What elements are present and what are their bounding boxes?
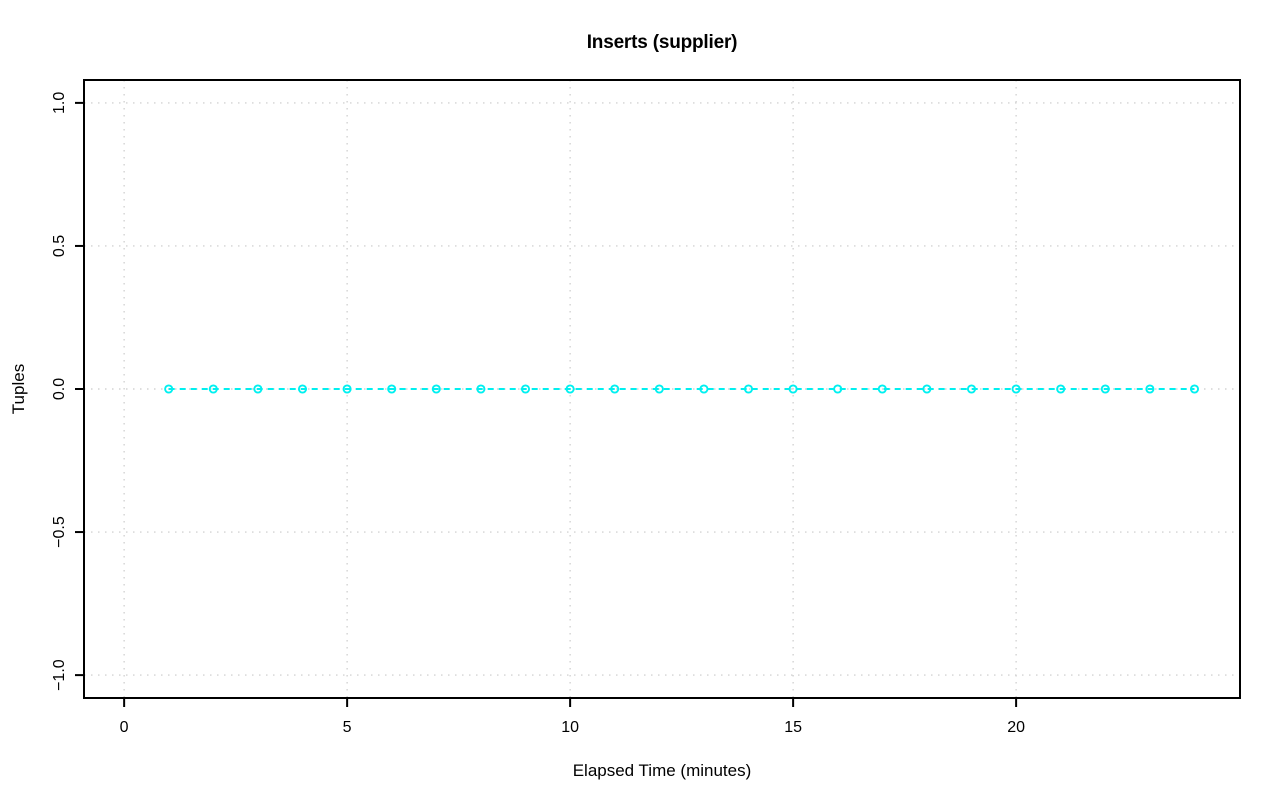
y-tick-label: 0.0 <box>51 378 68 400</box>
y-axis-label: Tuples <box>9 364 28 414</box>
x-tick-label: 20 <box>1007 719 1025 736</box>
data-point <box>743 384 754 394</box>
x-tick-label: 0 <box>120 719 129 736</box>
axes: 0 5 10 15 20 −1.0 −0.5 0.0 0.5 1.0 <box>51 79 1241 736</box>
data-point <box>253 384 263 394</box>
chart-title: Inserts (supplier) <box>587 32 738 53</box>
y-tick-label: 0.5 <box>51 235 68 257</box>
data-point <box>342 384 352 394</box>
data-point <box>476 384 486 394</box>
y-tick-label: −0.5 <box>51 516 68 548</box>
x-tick-label: 15 <box>784 719 802 736</box>
data-point <box>164 384 174 394</box>
x-axis-label: Elapsed Time (minutes) <box>573 761 752 780</box>
data-point <box>520 384 531 394</box>
data-point <box>699 384 709 394</box>
data-point <box>610 384 620 394</box>
x-tick-label: 5 <box>343 719 352 736</box>
y-tick-label: −1.0 <box>51 659 68 691</box>
data-point <box>1189 384 1200 394</box>
data-point <box>654 384 664 394</box>
data-point <box>387 384 397 394</box>
data-point <box>1100 384 1110 394</box>
x-tick-label: 10 <box>561 719 579 736</box>
data-series <box>164 384 1200 394</box>
data-point <box>833 384 843 394</box>
data-point <box>877 384 887 394</box>
data-point <box>922 384 932 394</box>
data-point <box>208 384 218 394</box>
data-point <box>966 384 977 394</box>
data-point <box>431 384 441 394</box>
data-point <box>1011 384 1021 394</box>
data-point <box>1056 384 1066 394</box>
data-point <box>297 384 308 394</box>
data-point <box>788 384 798 394</box>
y-tick-label: 1.0 <box>51 92 68 114</box>
data-point <box>1145 384 1155 394</box>
data-point <box>565 384 575 394</box>
